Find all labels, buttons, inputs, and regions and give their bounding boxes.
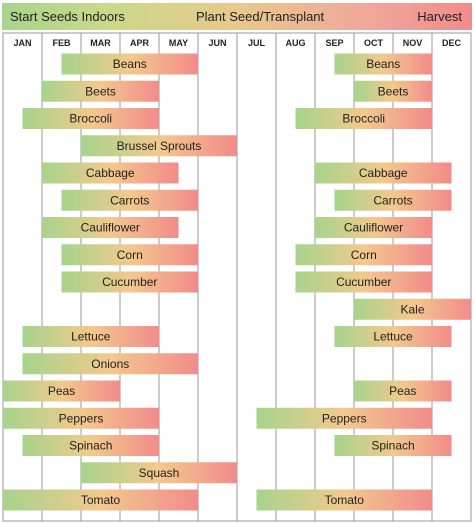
bar-label-tomato-spring: Tomato [81,493,121,507]
bar-label-brussel-sprouts-spring: Brussel Sprouts [117,139,202,153]
bar-label-spinach-spring: Spinach [69,439,112,453]
month-label-dec: DEC [442,38,462,48]
bar-label-carrots-spring: Carrots [110,193,149,207]
bar-label-lettuce-fall: Lettuce [373,330,413,344]
bar-label-cucumber-fall: Cucumber [336,275,391,289]
bar-label-squash-spring: Squash [139,466,180,480]
bar-beans-spring [61,53,198,75]
bar-peppers-spring [3,407,159,429]
bar-cauliflower-spring [42,217,179,238]
month-label-apr: APR [130,38,150,48]
bar-label-beans-spring: Beans [113,57,147,71]
bar-label-onions-spring: Onions [91,357,129,371]
legend-start-label: Start Seeds Indoors [10,9,125,24]
chart-frame [2,32,472,522]
bar-label-spinach-fall: Spinach [371,439,414,453]
bar-corn-fall [295,244,432,266]
bar-tomato-fall [256,489,432,511]
bar-label-peppers-fall: Peppers [322,411,367,425]
bar-broccoli-spring [22,108,159,129]
bar-label-beans-fall: Beans [366,57,400,71]
bar-cauliflower-fall [315,217,432,238]
bar-carrots-fall [334,189,452,211]
bar-corn-spring [61,244,198,266]
bar-label-broccoli-fall: Broccoli [342,112,385,126]
bar-onions-spring [22,353,198,375]
month-label-oct: OCT [364,38,384,48]
legend-bar: Start Seeds Indoors Plant Seed/Transplan… [2,3,472,30]
bar-label-peppers-spring: Peppers [59,411,104,425]
month-label-may: MAY [169,38,188,48]
bar-label-corn-fall: Corn [351,248,377,262]
bar-label-carrots-fall: Carrots [373,193,412,207]
bar-kale-fall [354,298,471,320]
bar-peas-fall [354,380,452,402]
legend-plant-label: Plant Seed/Transplant [196,9,325,24]
bar-label-tomato-fall: Tomato [325,493,365,507]
bar-peppers-fall [256,407,432,429]
bar-label-corn-spring: Corn [117,248,143,262]
bar-label-cauliflower-fall: Cauliflower [344,221,403,235]
bar-label-cucumber-spring: Cucumber [102,275,157,289]
bar-label-peas-spring: Peas [48,384,75,398]
bar-broccoli-fall [295,108,432,129]
month-label-sep: SEP [325,38,343,48]
bar-lettuce-spring [22,326,159,347]
bar-label-cabbage-spring: Cabbage [86,166,135,180]
bar-beets-spring [42,80,159,102]
bar-tomato-spring [3,489,198,511]
bar-label-beets-fall: Beets [378,84,409,98]
month-label-aug: AUG [286,38,306,48]
month-label-mar: MAR [90,38,111,48]
month-label-jul: JUL [248,38,266,48]
bar-carrots-spring [61,189,198,211]
month-label-jun: JUN [208,38,226,48]
bar-spinach-spring [22,435,159,456]
month-label-nov: NOV [403,38,423,48]
bar-beans-fall [334,53,432,75]
bar-label-cabbage-fall: Cabbage [359,166,408,180]
bar-brussel-sprouts-spring [81,135,237,157]
bar-cucumber-spring [61,271,198,293]
month-label-jan: JAN [13,38,31,48]
bar-spinach-fall [334,435,452,456]
bar-beets-fall [354,80,432,102]
bar-label-cauliflower-spring: Cauliflower [81,221,140,235]
bar-cabbage-fall [315,162,452,184]
bar-cucumber-fall [295,271,432,293]
bar-label-peas-fall: Peas [389,384,416,398]
bar-cabbage-spring [42,162,179,184]
bar-label-lettuce-spring: Lettuce [71,330,111,344]
bar-label-broccoli-spring: Broccoli [69,112,112,126]
bar-peas-spring [3,380,120,402]
bar-label-kale-fall: Kale [400,302,424,316]
bar-label-beets-spring: Beets [85,84,116,98]
bar-squash-spring [81,462,237,484]
bar-lettuce-fall [334,326,452,347]
legend-harvest-label: Harvest [417,9,462,24]
month-label-feb: FEB [53,38,72,48]
